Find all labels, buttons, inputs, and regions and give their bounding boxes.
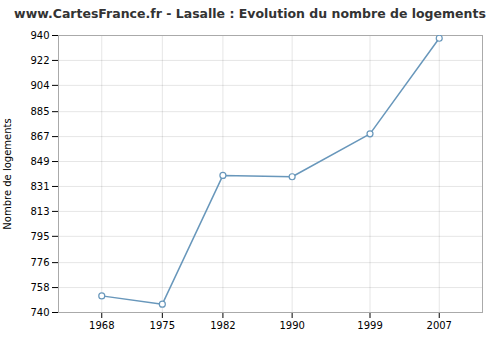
svg-text:740: 740 — [30, 307, 49, 318]
html-text:www.CartesFrance.fr - Lasalle: www.CartesFrance.fr - Lasalle : Evolutio… — [14, 6, 486, 21]
svg-text:885: 885 — [30, 106, 49, 117]
svg-text:2007: 2007 — [427, 320, 452, 331]
svg-text:758: 758 — [30, 282, 49, 293]
svg-text:813: 813 — [30, 206, 49, 217]
svg-text:1975: 1975 — [150, 320, 175, 331]
svg-text:1982: 1982 — [210, 320, 235, 331]
svg-text:904: 904 — [30, 80, 49, 91]
svg-text:1968: 1968 — [89, 320, 114, 331]
svg-text:1990: 1990 — [279, 320, 304, 331]
svg-text:1999: 1999 — [357, 320, 382, 331]
svg-text:922: 922 — [30, 55, 49, 66]
svg-text:867: 867 — [30, 131, 49, 142]
svg-text:776: 776 — [30, 257, 49, 268]
svg-text:849: 849 — [30, 156, 49, 167]
svg-text:Nombre de logements: Nombre de logements — [2, 118, 13, 229]
svg-text:940: 940 — [30, 30, 49, 41]
svg-text:831: 831 — [30, 181, 49, 192]
svg-text:795: 795 — [30, 231, 49, 242]
